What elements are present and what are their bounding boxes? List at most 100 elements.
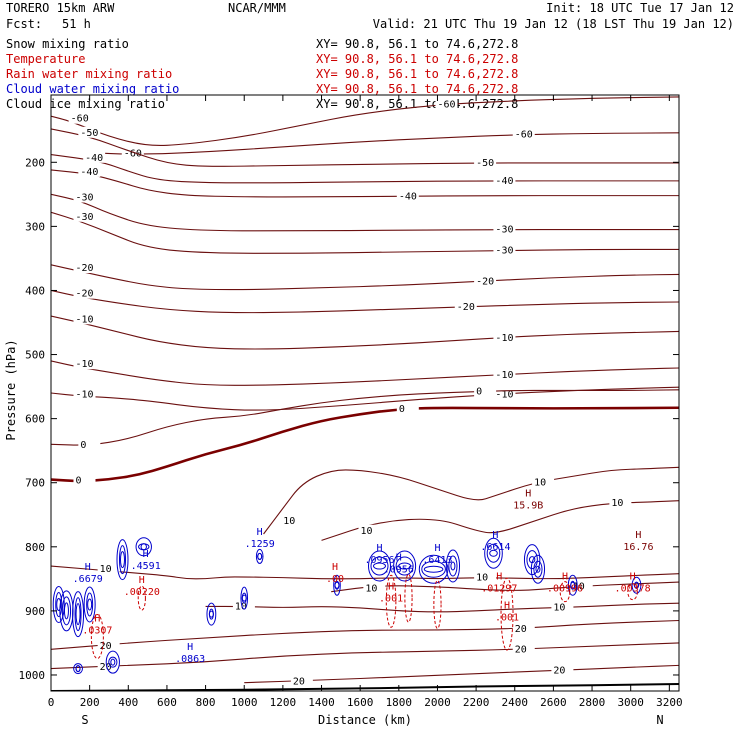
isotherm-label-bg [551,601,574,613]
isotherm-label-bg [73,358,96,370]
isotherm-label: 0 [75,475,81,486]
rain-water-contour [627,583,638,601]
maximum-value: .001 [495,613,519,624]
isotherm-label-bg [73,262,96,274]
x-tick-label: 800 [196,696,216,709]
x-tick-label: 2000 [424,696,451,709]
maximum-value: .0863 [175,654,205,665]
isotherm-label: -60 [515,130,533,141]
isotherm-label-bg [73,388,96,400]
y-tick-label: 400 [25,284,45,297]
isotherm-label: 0 [80,440,86,451]
isotherm-label-bg [232,600,255,612]
x-tick-label: 2800 [579,696,606,709]
fcst-label: Fcst: [6,17,42,31]
cloud-water-layer [52,537,642,675]
isotherm-label-bg [358,524,381,536]
maximum-marker: H [85,562,91,573]
maximum-marker: H [143,549,149,560]
cloud-water-contour [83,586,96,623]
isotherm-label-bg [609,497,632,509]
isotherm-label: 10 [573,582,585,593]
isotherm-label: -10 [75,390,93,401]
x-tick-label: 1400 [308,696,335,709]
isotherm-label: 0 [399,404,405,415]
field-xy: XY= 90.8, 56.1 to 74.6,272.8 [316,97,518,111]
isotherm-label-bg [512,643,535,655]
isotherm-label: 0 [476,387,482,398]
isotherm-label-bg [493,223,516,235]
maximum-value: .00220 [124,587,160,598]
isotherm-label-bg [290,675,313,687]
maximum-marker: H [332,562,338,573]
isotherm-label-bg [78,438,101,450]
maximum-marker: H [388,581,394,592]
cloud-water-contour [240,586,249,610]
cloud-water-contour [418,554,449,584]
field-label: Temperature [6,52,85,66]
isotherm-label-bg [363,582,386,594]
cloud-water-contour [140,543,147,551]
rain-water-contour [433,579,442,629]
isotherm-line [51,154,679,184]
maximum-value: .6614 [480,542,510,553]
rain-water-contour [404,573,413,623]
isotherm-label: -50 [80,128,98,139]
x-tick-label: 3200 [656,696,683,709]
isotherm-label: 10 [534,478,546,489]
cloud-water-contour [489,549,498,557]
cloud-water-contour [105,650,120,674]
isotherm-label-bg [121,147,144,159]
y-tick-label: 1000 [19,669,46,682]
cloud-water-contour [52,585,65,623]
maximum-value: .00378 [615,584,651,595]
x-tick-label: 2400 [502,696,529,709]
cloud-water-contour [208,610,214,618]
maximum-marker: H [504,601,510,612]
isotherm-label: -60 [71,114,89,125]
maximum-value: .00 [326,574,344,585]
cloud-water-contour [119,551,125,569]
isotherm-label: 20 [553,665,565,676]
isotherm-label: 10 [553,603,565,614]
cloud-water-contour [372,562,386,570]
maximum-marker: H [94,613,100,624]
maximum-marker: H [257,527,263,538]
cloud-water-contour [421,560,446,578]
maximum-marker: H [630,572,636,583]
rain-water-contour [559,581,571,603]
maximum-value: .0956 [384,564,414,575]
field-label: Cloud water mixing ratio [6,82,179,96]
isotherm-label: 10 [365,583,377,594]
axes: 0 200 400 600 800 1000 1200 1400 1600 1800 2000 220… [19,95,683,709]
x-tick-label: 2600 [540,696,567,709]
x-tick-label: 1000 [231,696,258,709]
cloud-water-contour [72,591,85,638]
maximum-value: 16.76 [623,542,653,553]
cloud-water-contour [206,602,217,626]
y-axis-label: Pressure (hPa) [4,339,18,440]
maximum-marker: H [396,552,402,563]
isotherm-line [51,193,679,232]
isotherm-label: -30 [495,225,513,236]
isotherm-label: -20 [75,263,93,274]
contour-layer: -60-60-60-60-50-50-40-40-40-40-30-30-30-… [51,96,679,691]
maximum-marker: H [562,572,568,583]
isotherm-line [51,619,679,650]
cloud-water-contour [448,555,458,577]
cloud-water-contour [395,556,414,576]
isotherm-label-bg [73,191,96,203]
y-tick-label: 900 [25,605,45,618]
rain-water-contour [90,614,104,660]
cloud-water-contour [533,560,543,578]
plot-frame [50,94,680,692]
y-tick-label: 300 [25,220,45,233]
field-xy: XY= 90.8, 56.1 to 74.6,272.8 [316,82,518,96]
isotherm-label-bg [281,515,304,527]
isotherm-line [331,581,679,593]
isotherm-label: -40 [495,176,513,187]
cloud-water-contour [63,602,69,620]
maximum-marker: H [492,530,498,541]
isotherm-label-bg [570,580,593,592]
field-xy: XY= 90.8, 56.1 to 74.6,272.8 [316,52,518,66]
